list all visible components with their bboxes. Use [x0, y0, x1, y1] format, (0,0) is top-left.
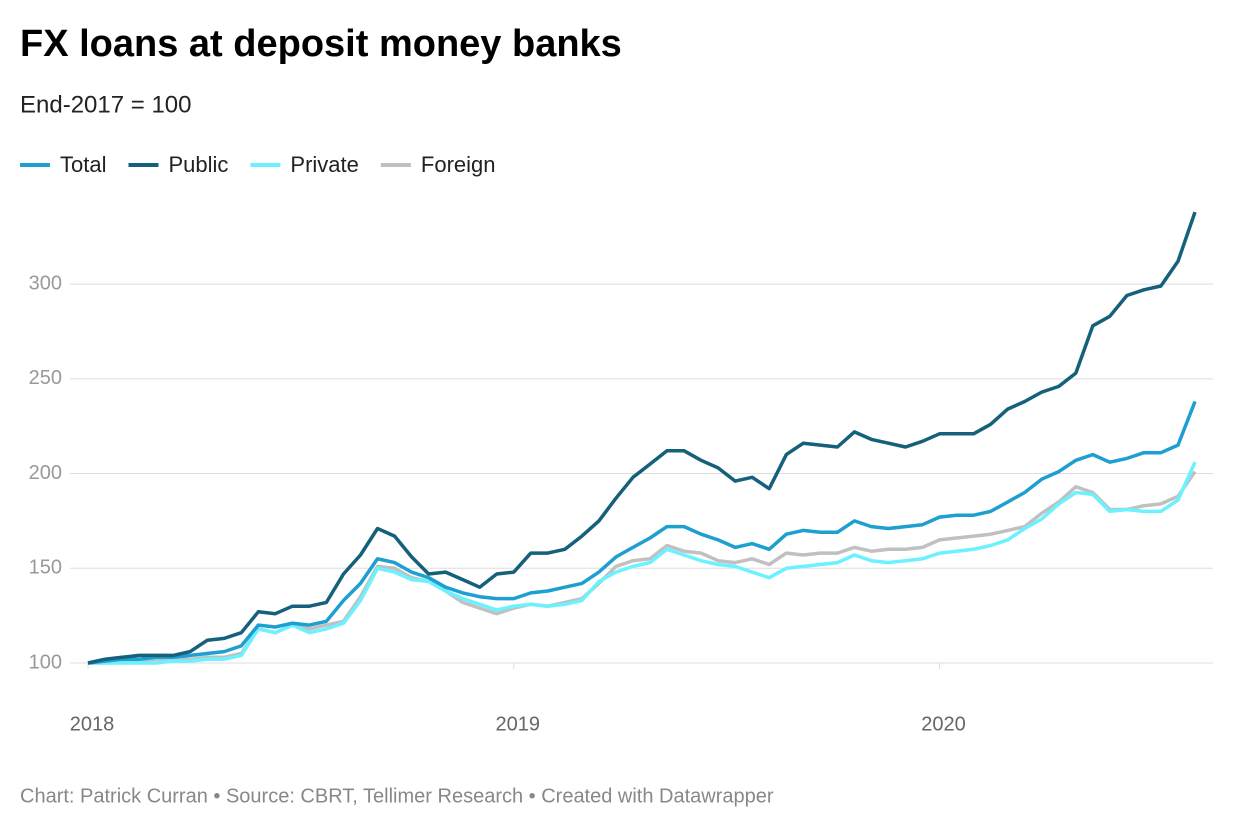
- series-line: [87, 400, 1197, 665]
- y-tick-label: 250: [29, 367, 62, 389]
- y-tick-label: 150: [29, 557, 62, 579]
- y-tick-label: 300: [29, 272, 62, 294]
- legend-label: Private: [290, 152, 358, 177]
- x-tick-label: 2018: [70, 713, 115, 735]
- legend-label: Total: [60, 152, 106, 177]
- series-line: [87, 211, 1197, 665]
- y-tick-label: 100: [29, 651, 62, 673]
- footer: Chart: Patrick Curran • Source: CBRT, Te…: [20, 785, 774, 807]
- chart-subtitle: End-2017 = 100: [20, 91, 191, 118]
- x-tick-label: 2019: [496, 713, 541, 735]
- legend-label: Foreign: [421, 152, 496, 177]
- y-tick-label: 200: [29, 462, 62, 484]
- legend-label: Public: [168, 152, 228, 177]
- x-tick-label: 2020: [921, 713, 966, 735]
- chart-title: FX loans at deposit money banks: [20, 23, 622, 65]
- series-line: [88, 461, 1197, 665]
